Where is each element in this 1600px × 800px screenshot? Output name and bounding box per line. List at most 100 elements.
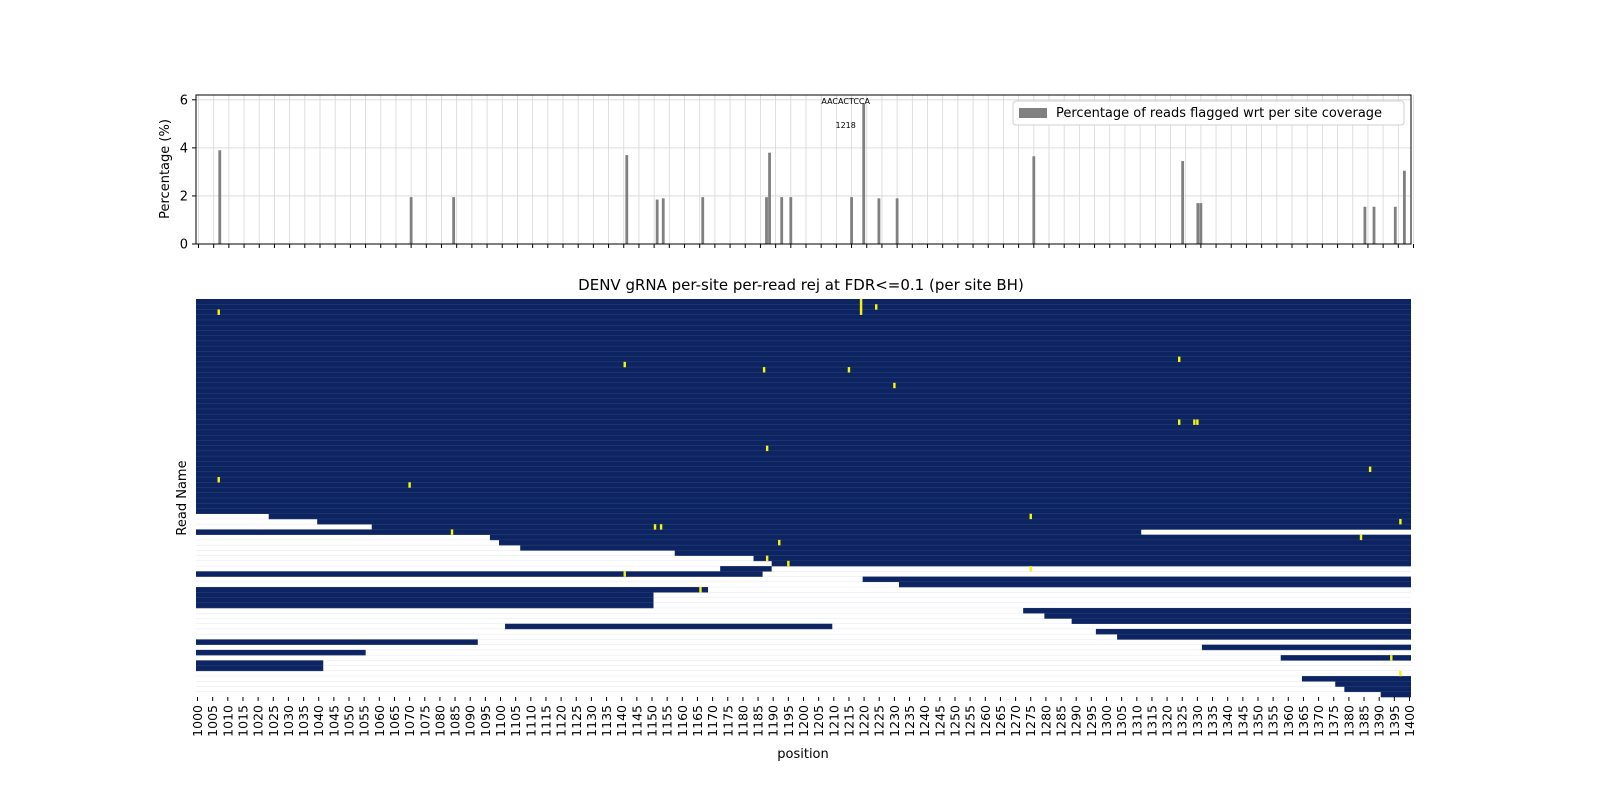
heatmap-x-tick-label: 1190 (766, 705, 781, 737)
bar-chart-bars (218, 103, 1406, 245)
coverage-row (1201, 644, 1411, 651)
heatmap-x-tick-label: 1365 (1296, 705, 1311, 737)
heatmap-x-tick-label: 1075 (417, 705, 432, 737)
heatmap-x-tick-label: 1245 (932, 705, 947, 737)
heatmap-x-tick-label: 1285 (1054, 705, 1069, 737)
flagged-cell (859, 299, 863, 305)
heatmap-x-tick-label: 1235 (902, 705, 917, 737)
bar (1199, 203, 1203, 244)
bar (655, 199, 659, 244)
heatmap-x-tick-label: 1035 (296, 705, 311, 737)
heatmap-x-tick-label: 1220 (857, 705, 872, 737)
heatmap-title: DENV gRNA per-site per-read rej at FDR<=… (578, 276, 1024, 294)
heatmap-x-tick-label: 1270 (1008, 705, 1023, 737)
coverage-row (196, 529, 1142, 535)
heatmap-x-tick-label: 1395 (1387, 705, 1402, 737)
bar-chart-legend: Percentage of reads flagged wrt per site… (1012, 100, 1405, 126)
heatmap-x-tick-label: 1275 (1023, 705, 1038, 737)
annotation-label: 1218 (835, 121, 855, 130)
heatmap-x-tick-label: 1025 (266, 705, 281, 737)
coverage-row (1335, 681, 1411, 687)
heatmap-x-tick-label: 1205 (811, 705, 826, 737)
bar (895, 198, 899, 244)
bar (661, 198, 665, 244)
heatmap-x-ticks: 1000 1005 1010 1015 1020 1025 1030 1035 1040 1045… (190, 697, 1417, 737)
heatmap-x-tick-label: 1380 (1341, 705, 1356, 737)
heatmap-x-tick-label: 1225 (872, 705, 887, 737)
flagged-cell (1029, 513, 1032, 520)
coverage-row (720, 566, 772, 572)
flagged-cell (699, 587, 702, 593)
heatmap-x-tick-label: 1340 (1220, 705, 1235, 737)
heatmap-x-tick-label: 1160 (675, 705, 690, 737)
y-tick-label: 4 (180, 141, 188, 156)
coverage-row (317, 518, 1411, 525)
coverage-row (196, 592, 654, 609)
heatmap-x-tick-label: 1255 (963, 705, 978, 737)
flagged-cell (623, 361, 626, 368)
coverage-row (1344, 686, 1411, 693)
heatmap-x-tick-label: 1030 (281, 705, 296, 737)
flagged-cell (859, 304, 863, 310)
bar (765, 197, 768, 244)
heatmap-separators (771, 530, 1411, 587)
coverage-row (1380, 691, 1411, 698)
heatmap-x-tick-label: 1140 (614, 705, 629, 737)
coverage-row (196, 639, 478, 645)
heatmap-x-tick-label: 1150 (645, 705, 660, 737)
bar (877, 198, 881, 244)
heatmap-x-tick-label: 1115 (538, 705, 553, 737)
flagged-cell (659, 524, 663, 530)
flagged-cell (1196, 419, 1199, 425)
flagged-cell (653, 524, 657, 530)
heatmap-x-tick-label: 1165 (690, 705, 705, 737)
coverage-row (1071, 618, 1411, 624)
legend-swatch (1019, 108, 1047, 118)
heatmap-x-tick-label: 1110 (523, 705, 538, 737)
coverage-row (771, 560, 1411, 567)
flagged-cell (450, 529, 454, 535)
uncovered-band (1141, 530, 1411, 535)
flagged-cell (1177, 419, 1181, 425)
coverage-row (898, 581, 1411, 588)
flagged-cell (893, 382, 896, 389)
coverage-row (196, 660, 324, 672)
heatmap-x-tick-label: 1355 (1266, 705, 1281, 737)
heatmap-flagged-cells (217, 299, 1402, 677)
bar (862, 103, 866, 245)
heatmap-x-tick-label: 1335 (1205, 705, 1220, 737)
flagged-cell (1029, 566, 1032, 572)
uncovered-band (832, 582, 899, 587)
heatmap-x-tick-label: 1125 (569, 705, 584, 737)
flagged-cell (1399, 518, 1402, 525)
y-tick-label: 0 (180, 238, 188, 253)
coverage-row (1095, 628, 1411, 635)
heatmap-x-tick-label: 1330 (1190, 705, 1205, 737)
heatmap-x-tick-label: 1180 (735, 705, 750, 737)
heatmap-x-tick-label: 1210 (826, 705, 841, 737)
bar-chart-y-label: Percentage (%) (158, 119, 173, 219)
coverage-row (1301, 676, 1411, 682)
heatmap-x-tick-label: 1385 (1357, 705, 1372, 737)
bar (1402, 170, 1406, 244)
bar (701, 197, 705, 244)
coverage-row (1023, 607, 1411, 614)
coverage-row (862, 576, 1411, 583)
flagged-cell (1368, 466, 1372, 473)
coverage-row (674, 550, 1411, 556)
heatmap-x-tick-label: 1310 (1129, 705, 1144, 737)
heatmap-x-tick-label: 1095 (478, 705, 493, 737)
flagged-cell (1359, 534, 1363, 541)
bar (850, 197, 853, 244)
heatmap-x-tick-label: 1060 (372, 705, 387, 737)
bar (1032, 156, 1036, 244)
legend-frame (1012, 100, 1405, 126)
coverage-row (268, 513, 1411, 520)
coverage-row (505, 623, 833, 630)
y-tick-label: 2 (180, 189, 188, 204)
flagged-cell (623, 571, 626, 577)
flagged-cell (217, 477, 220, 483)
flagged-cell (765, 445, 769, 452)
coverage-row (371, 524, 1412, 530)
bar (218, 150, 222, 244)
